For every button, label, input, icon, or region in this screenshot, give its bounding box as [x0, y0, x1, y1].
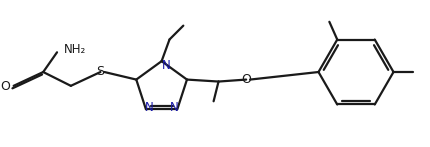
Text: S: S	[96, 65, 104, 77]
Text: O: O	[0, 80, 9, 93]
Text: N: N	[162, 59, 171, 72]
Text: N: N	[144, 101, 153, 114]
Text: N: N	[170, 101, 179, 114]
Text: NH₂: NH₂	[64, 43, 86, 56]
Text: O: O	[241, 73, 251, 86]
